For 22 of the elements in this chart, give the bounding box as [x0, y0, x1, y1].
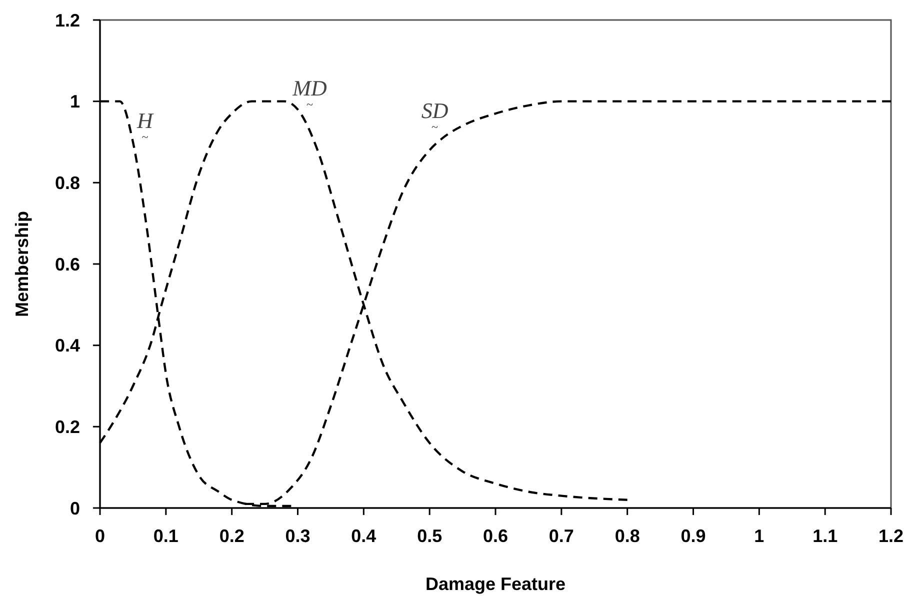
y-tick-label: 1.2: [54, 10, 80, 30]
x-tick-label: 1.1: [812, 526, 838, 546]
y-tick-label: 0.2: [54, 416, 80, 437]
y-tick-label: 0: [70, 498, 80, 518]
x-tick-label: 0.2: [219, 526, 244, 546]
y-tick-label: 1: [70, 92, 80, 112]
x-tick-label: 0.8: [614, 526, 640, 546]
y-tick-label: 0.8: [54, 172, 80, 193]
x-tick-label: 0.7: [548, 526, 574, 546]
x-tick-label: 1.2: [878, 526, 904, 546]
x-axis-title: Damage Feature: [425, 574, 566, 594]
y-tick-label: 0.6: [54, 254, 80, 274]
x-tick-label: 0.4: [351, 526, 376, 546]
x-tick-label: 0.9: [680, 526, 706, 546]
x-tick-label: 1: [754, 526, 764, 546]
y-axis-title: Membership: [12, 210, 32, 318]
y-tick-label: 0.4: [54, 336, 80, 356]
x-tick-label: 0.6: [482, 526, 508, 546]
x-tick-label: 0.3: [285, 526, 310, 546]
x-tick-label: 0.5: [417, 526, 442, 546]
x-tick-label: 0: [94, 526, 106, 546]
x-tick-label: 0.1: [153, 526, 178, 546]
